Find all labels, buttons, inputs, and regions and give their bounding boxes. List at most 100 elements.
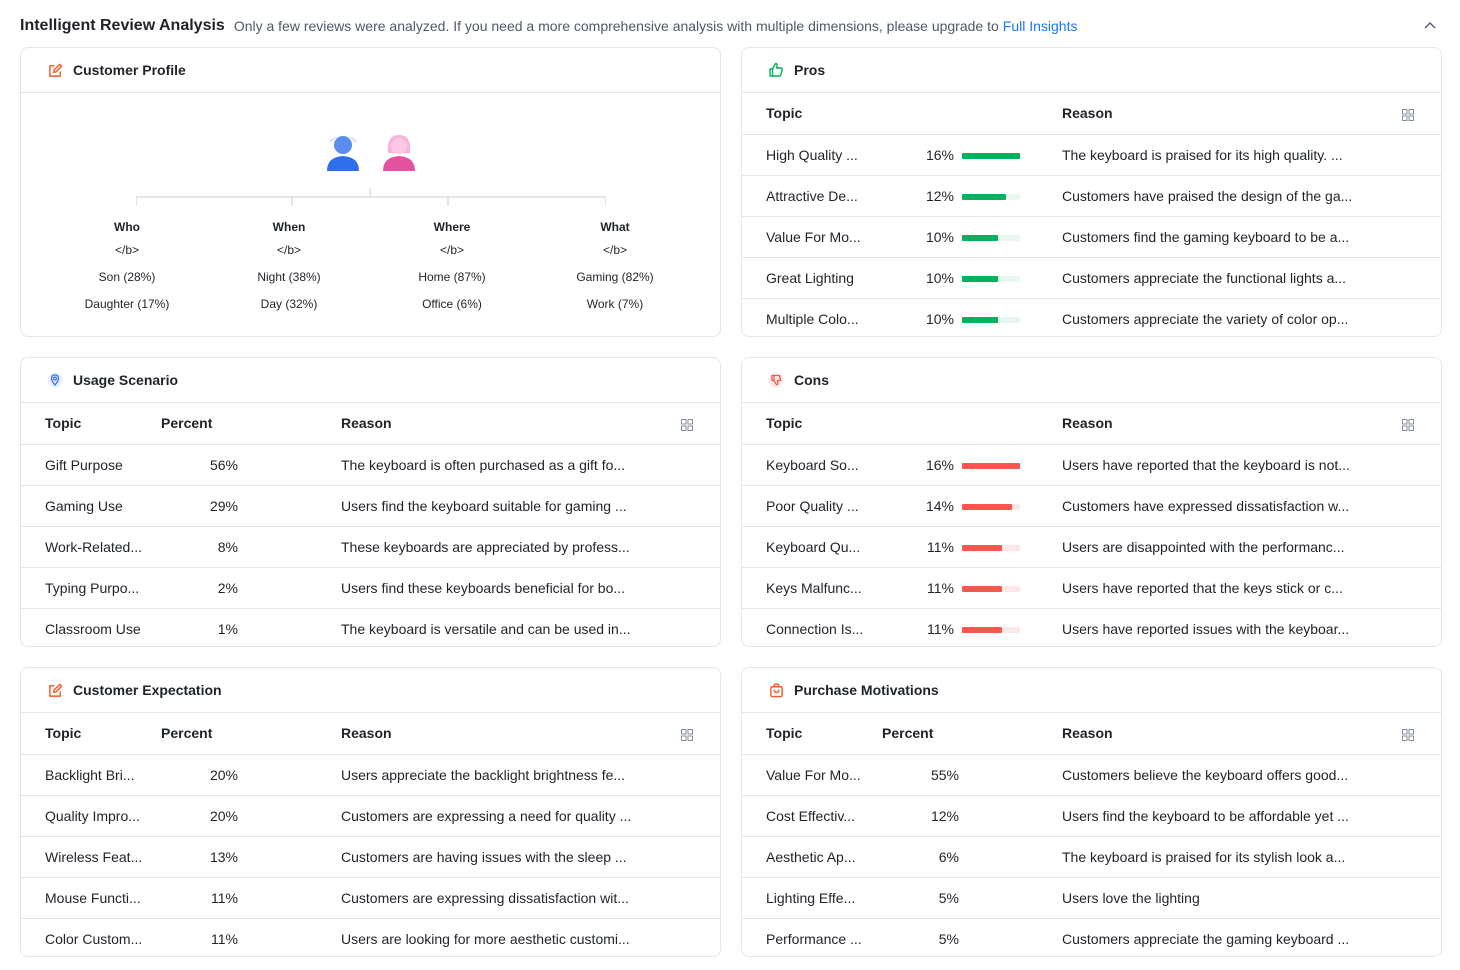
grid-view-icon[interactable] — [681, 418, 693, 431]
percent-bar-fill — [962, 317, 998, 324]
percent-bar — [962, 503, 1020, 510]
percent-bar — [962, 627, 1020, 634]
row-reason: Customers are expressing a need for qual… — [341, 795, 681, 837]
card-title: Usage Scenario — [73, 372, 179, 388]
row-percent: 20% — [161, 754, 246, 796]
row-topic: Performance ... — [766, 930, 862, 947]
row-reason: Users are looking for more aesthetic cus… — [341, 930, 630, 947]
row-spacer — [681, 444, 720, 486]
column-header-topic: Topic — [21, 713, 161, 755]
collapse-button[interactable] — [1422, 17, 1438, 33]
pros-table: Topic Reason High Quality ... 16% The keyb… — [742, 93, 1441, 336]
row-percent: 12% — [882, 795, 967, 837]
row-reason: Users have reported that the keys stick … — [1062, 567, 1402, 609]
grid-view-icon[interactable] — [681, 728, 693, 741]
grid-view-icon[interactable] — [1402, 728, 1414, 741]
row-reason: Users appreciate the backlight brightnes… — [341, 754, 681, 796]
percent-bar — [962, 544, 1020, 551]
row-bar-cell — [962, 257, 1062, 299]
row-reason: Users have reported issues with the keyb… — [1062, 620, 1350, 637]
profile-column-where: Where </b> Home (87%) Office (6%) — [377, 217, 527, 318]
row-topic: Typing Purpo... — [21, 567, 161, 609]
card-title: Customer Profile — [73, 62, 186, 78]
thumbs-down-icon — [768, 372, 784, 388]
column-header-reason: Reason — [341, 403, 681, 445]
table-row: Value For Mo... 55% Customers believe the … — [742, 754, 1441, 796]
thumbs-up-icon — [768, 62, 784, 78]
profile-heading: Who — [114, 220, 140, 234]
column-header-topic: Topic — [742, 403, 912, 445]
row-percent: 10% — [925, 310, 954, 327]
row-spacer — [681, 795, 720, 837]
row-reason: These keyboards are appreciated by profe… — [341, 526, 681, 568]
row-spacer — [967, 795, 1062, 837]
usage-table: Topic Percent Reason Gift Purpose 56% The … — [21, 403, 720, 646]
customer-profile-card: Customer Profile Who </b> Son (28%) Daughte… — [20, 47, 721, 337]
row-spacer — [246, 877, 341, 919]
grid-view-icon[interactable] — [1402, 418, 1414, 431]
location-pin-icon — [47, 372, 63, 388]
row-topic: Wireless Feat... — [21, 836, 161, 878]
profile-heading: When — [272, 220, 306, 234]
row-percent: 11% — [161, 877, 246, 919]
row-topic: Poor Quality ... — [742, 485, 912, 527]
row-bar-cell — [962, 444, 1062, 486]
row-bar-cell — [962, 608, 1062, 646]
profile-value: Night (38%) — [257, 270, 321, 284]
row-spacer — [1402, 754, 1441, 796]
full-insights-link[interactable]: Full Insights — [1002, 18, 1078, 34]
row-bar-cell — [962, 485, 1062, 527]
column-header-percent: Percent — [161, 713, 246, 755]
row-spacer — [1402, 134, 1441, 176]
row-spacer — [1402, 444, 1441, 486]
row-percent: 29% — [161, 485, 246, 527]
profile-value: Home (87%) — [418, 270, 486, 284]
row-spacer — [681, 754, 720, 796]
table-row: Great Lighting 10% Customers appreciate th… — [742, 257, 1441, 299]
table-row: Gift Purpose 56% The keyboard is often pur… — [21, 444, 720, 486]
percent-bar-fill — [962, 152, 1020, 159]
row-bar-cell — [962, 298, 1062, 336]
table-row: Keyboard So... 16% Users have reported tha… — [742, 444, 1441, 486]
row-percent: 16% — [912, 134, 962, 176]
grid-view-icon[interactable] — [1402, 108, 1414, 121]
row-spacer — [1402, 526, 1441, 568]
table-row: Multiple Colo... 10% Customers appreciate … — [742, 298, 1441, 336]
percent-bar-fill — [962, 503, 1013, 510]
row-spacer — [1402, 877, 1441, 919]
row-bar-cell — [962, 567, 1062, 609]
table-row: Keyboard Qu... 11% Users are disappointed … — [742, 526, 1441, 568]
page-title: Intelligent Review Analysis — [20, 17, 225, 34]
profile-column-when: When </b> Night (38%) Day (32%) — [214, 217, 364, 318]
shopping-bag-icon — [768, 682, 784, 698]
profile-column-what: What </b> Gaming (82%) Work (7%) — [540, 217, 690, 318]
row-reason: Users find the keyboard to be affordable… — [1062, 795, 1402, 837]
edit-icon — [47, 682, 63, 698]
row-percent: 13% — [161, 836, 246, 878]
percent-bar-fill — [962, 234, 998, 241]
column-header-reason: Reason — [1062, 713, 1402, 755]
profile-value: Work (7%) — [586, 297, 644, 311]
profile-value: Gaming (82%) — [576, 270, 654, 284]
table-row: Mouse Functi... 11% Customers are expressi… — [21, 877, 720, 919]
male-avatar-icon — [327, 136, 359, 171]
row-spacer — [246, 444, 341, 486]
row-spacer — [681, 918, 720, 956]
avatar-group — [325, 133, 417, 173]
purchase-motivations-card: Purchase Motivations Topic Percent Reaso… — [741, 667, 1442, 957]
row-spacer — [1402, 257, 1441, 299]
row-topic: Lighting Effe... — [742, 877, 882, 919]
column-header-reason: Reason — [1062, 403, 1402, 445]
profile-value: Office (6%) — [422, 297, 482, 311]
table-row: Lighting Effe... 5% Users love the lightin… — [742, 877, 1441, 919]
row-topic: Cost Effectiv... — [742, 795, 882, 837]
table-row: Color Custom... 11% Users are looking for … — [21, 918, 720, 956]
customer-expectation-card: Customer Expectation Topic Percent Reaso… — [20, 667, 721, 957]
row-reason: Customers are having issues with the sle… — [341, 836, 681, 878]
row-percent: 11% — [912, 567, 962, 609]
profile-column-who: Who </b> Son (28%) Daughter (17%) — [52, 217, 202, 318]
row-spacer — [967, 836, 1062, 878]
row-percent: 1% — [217, 620, 238, 637]
row-topic: Aesthetic Ap... — [742, 836, 882, 878]
row-bar-cell — [962, 134, 1062, 176]
